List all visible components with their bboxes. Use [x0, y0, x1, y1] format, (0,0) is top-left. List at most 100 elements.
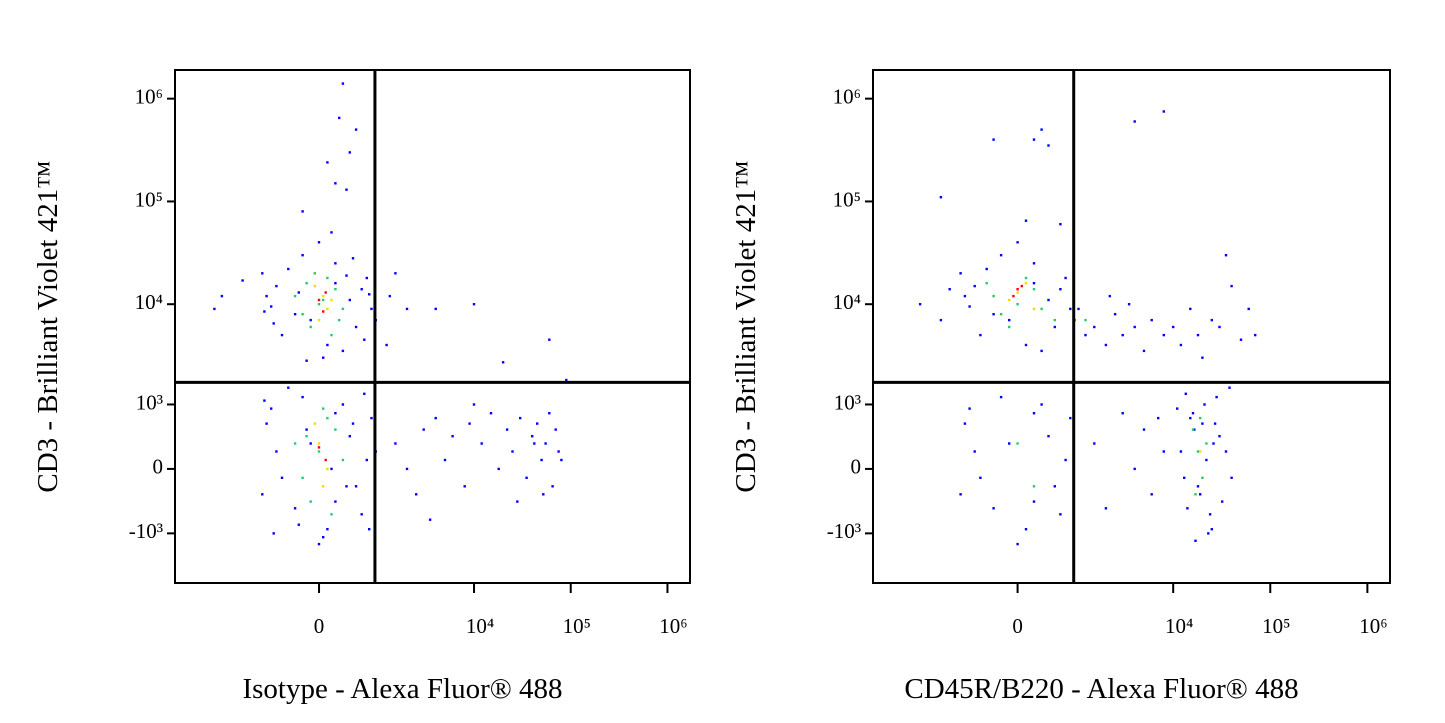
point — [1108, 294, 1111, 298]
point — [317, 442, 321, 445]
point — [1059, 513, 1062, 516]
point — [1032, 138, 1036, 141]
point — [338, 318, 341, 322]
point — [324, 458, 327, 462]
point — [348, 435, 351, 438]
x-axis-title: Isotype - Alexa Fluor® 488 — [242, 673, 562, 705]
point — [497, 467, 500, 471]
point — [992, 313, 995, 316]
point — [297, 523, 300, 526]
x-tick-label: 10⁴ — [466, 614, 494, 638]
point — [1032, 262, 1036, 265]
y-tick-label: 10⁴ — [833, 290, 861, 314]
point — [322, 294, 325, 298]
point — [1176, 407, 1179, 410]
point — [1133, 467, 1136, 471]
point — [351, 422, 355, 425]
point — [1205, 442, 1208, 445]
point — [1201, 476, 1204, 479]
point — [334, 288, 337, 291]
point — [554, 428, 557, 431]
point — [533, 442, 536, 445]
point — [968, 305, 971, 308]
point — [1230, 476, 1233, 479]
point — [326, 416, 329, 420]
y-tick-label: 10³ — [136, 390, 163, 414]
point — [1016, 291, 1019, 294]
point — [1032, 500, 1036, 503]
point — [1064, 458, 1067, 462]
point — [394, 442, 397, 445]
point — [405, 467, 409, 471]
y-tick-label: 0 — [851, 455, 862, 479]
point — [489, 412, 493, 415]
point — [345, 188, 348, 191]
point — [326, 528, 329, 531]
point — [261, 272, 264, 275]
point — [536, 422, 539, 425]
y-tick-label: 10⁵ — [833, 187, 861, 211]
point — [1212, 442, 1215, 445]
point — [1016, 303, 1019, 306]
point — [293, 313, 297, 316]
point — [999, 254, 1003, 257]
point — [1191, 412, 1195, 415]
point — [1016, 542, 1019, 546]
point — [1012, 294, 1015, 298]
point — [287, 267, 290, 271]
point — [1254, 333, 1257, 337]
point — [1199, 450, 1202, 453]
point — [280, 476, 284, 479]
point — [322, 536, 325, 539]
point — [1142, 349, 1146, 353]
point — [511, 450, 514, 453]
point — [1162, 333, 1165, 337]
point — [1040, 307, 1043, 311]
point — [370, 416, 373, 420]
point — [348, 151, 351, 154]
panel: -10³ 0 10³ 10⁴ 10⁵ 10⁶ 0 10⁴ 10⁵ 10⁶ Isotype - Ale… — [32, 69, 691, 705]
point — [324, 291, 327, 294]
point — [968, 407, 971, 410]
point — [263, 310, 266, 313]
point — [275, 450, 278, 453]
point — [1162, 110, 1165, 113]
point — [1016, 241, 1019, 244]
point — [551, 485, 554, 488]
point — [1104, 343, 1108, 347]
point — [334, 412, 337, 415]
point — [1020, 284, 1023, 288]
point — [918, 303, 922, 306]
point — [272, 532, 275, 535]
point — [415, 493, 418, 496]
point — [330, 333, 333, 337]
point — [1208, 513, 1212, 516]
point — [1196, 333, 1200, 337]
point — [1215, 395, 1218, 399]
point — [293, 294, 297, 298]
point — [1183, 476, 1186, 479]
point — [1205, 458, 1208, 462]
point — [334, 182, 337, 185]
point — [317, 450, 321, 453]
point — [1201, 422, 1204, 425]
point — [1024, 343, 1028, 347]
point — [1191, 428, 1195, 431]
point — [1194, 493, 1197, 496]
point — [1113, 313, 1117, 316]
point — [1127, 303, 1131, 306]
point — [317, 241, 321, 244]
points — [213, 82, 568, 546]
point — [1047, 144, 1050, 147]
point — [1203, 403, 1206, 406]
point — [1032, 485, 1036, 488]
point — [1047, 298, 1050, 302]
point — [1230, 284, 1233, 288]
point — [341, 307, 345, 311]
point — [334, 500, 337, 503]
point — [354, 485, 358, 488]
point — [301, 395, 304, 399]
plot-frame — [872, 69, 1391, 584]
point — [360, 288, 363, 291]
